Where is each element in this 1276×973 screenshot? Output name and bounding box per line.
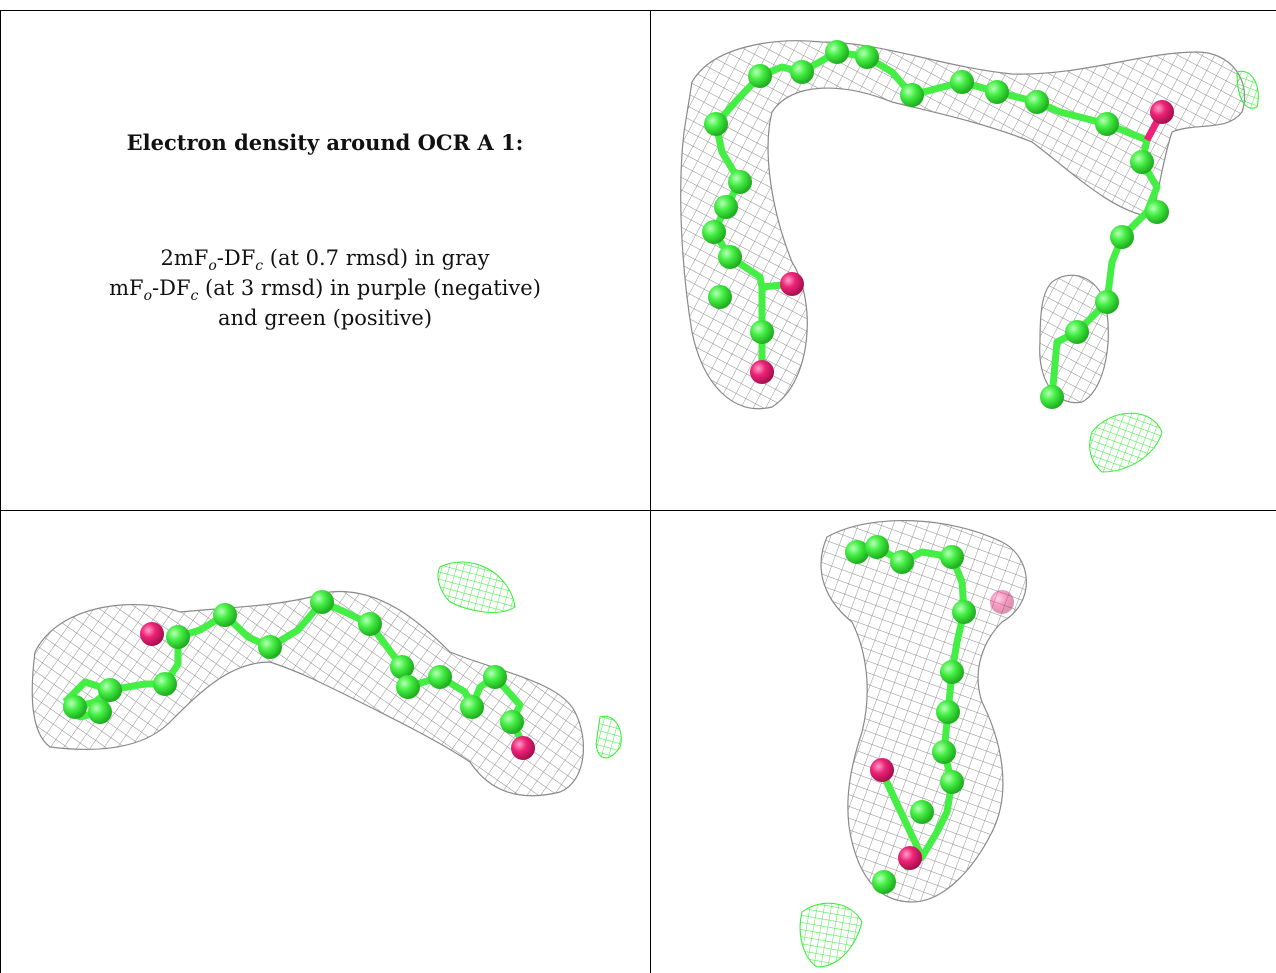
green-mesh-lower	[799, 902, 863, 968]
legend-line1-sub-c: c	[255, 258, 264, 274]
legend-title: Electron density around OCR A 1:	[126, 130, 524, 155]
legend-line2-suffix: (at 3 rmsd) in purple (negative)	[198, 276, 541, 300]
density-view-top-right	[680, 40, 1259, 473]
carbon-atoms	[845, 535, 976, 894]
legend-line2-sub-c: c	[190, 288, 199, 304]
legend-line-colors: and green (positive)	[217, 306, 433, 330]
legend-line-mfo: mFo-DFc (at 3 rmsd) in purple (negative)	[0, 273, 650, 303]
view-bottom-right	[652, 512, 1276, 973]
legend-text: 2mFo-DFc (at 0.7 rmsd) in gray mFo-DFc (…	[0, 243, 650, 333]
oxygen-atoms	[750, 100, 1174, 384]
green-mesh-upper	[437, 561, 516, 613]
legend-line1-sub-o: o	[208, 258, 217, 274]
legend-line2-sub-o: o	[143, 288, 153, 304]
view-top-right	[652, 12, 1276, 510]
oxygen-atoms	[140, 622, 535, 760]
legend-line1-suffix: (at 0.7 rmsd) in gray	[263, 246, 490, 270]
legend-line-2mfo: 2mFo-DFc (at 0.7 rmsd) in gray	[0, 243, 650, 273]
border-left	[0, 10, 1, 973]
legend-line2-mid: -DF	[152, 276, 191, 300]
gray-mesh	[820, 520, 1027, 903]
density-view-bottom-right	[799, 520, 1027, 968]
view-bottom-left	[0, 512, 650, 973]
density-view-bottom-left	[31, 561, 622, 797]
green-mesh-right	[595, 715, 622, 759]
bond-oxygen-upper	[878, 770, 926, 859]
border-middle-vertical	[650, 10, 651, 973]
border-top	[0, 10, 1276, 11]
oxygen-atoms	[870, 590, 1014, 870]
legend-cell: Electron density around OCR A 1: 2mFo-DF…	[0, 0, 650, 510]
legend-line1-mid: -DF	[216, 246, 256, 270]
carbon-atoms	[63, 590, 524, 734]
carbon-atoms	[702, 40, 1169, 409]
legend-line2-prefix: mF	[109, 276, 144, 300]
green-mesh-lower	[1089, 412, 1163, 473]
legend-line1-prefix: 2mF	[160, 246, 209, 270]
green-mesh-right	[1236, 70, 1259, 109]
border-middle-horizontal	[0, 510, 1276, 511]
